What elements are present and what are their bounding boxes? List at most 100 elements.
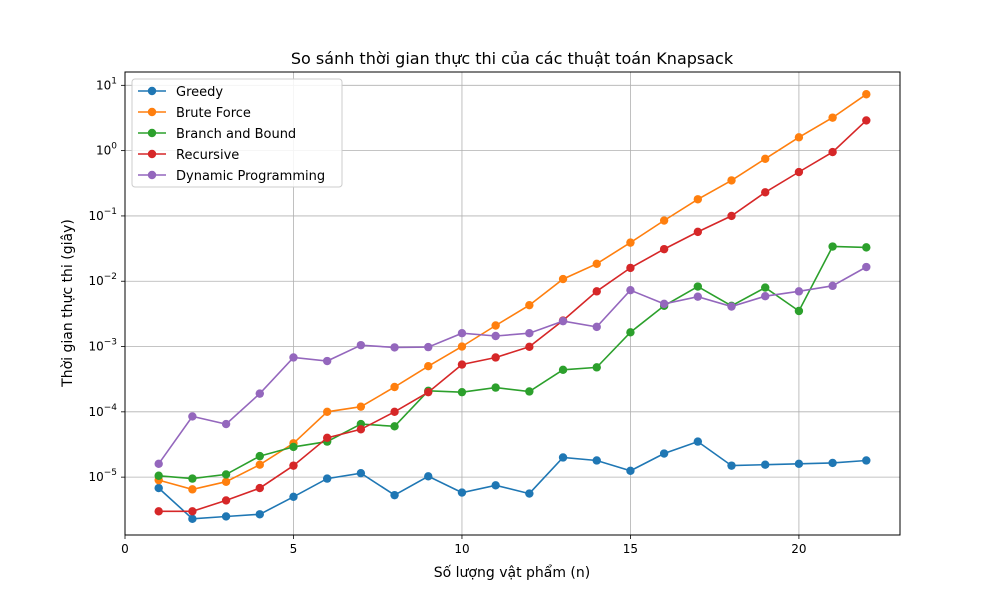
data-point — [592, 259, 601, 268]
y-axis-ticks: 10−5 10−4 10−3 10−2 10−1 100 101 — [88, 76, 125, 484]
y-axis-label: Thời gian thực thi (giây) — [60, 219, 76, 388]
x-tick-label: 0 — [121, 542, 129, 556]
series-dynamic-programming — [154, 262, 871, 469]
data-point — [693, 282, 703, 291]
data-point — [491, 321, 500, 330]
data-point — [457, 488, 467, 497]
legend-label: Recursive — [176, 148, 239, 163]
data-point — [390, 407, 399, 417]
data-point — [828, 458, 837, 468]
data-point — [659, 216, 669, 225]
data-point — [188, 514, 197, 524]
data-point — [592, 322, 601, 332]
data-point — [491, 331, 500, 341]
legend-item: Greedy — [138, 85, 223, 100]
data-point — [457, 329, 467, 338]
data-point — [221, 496, 231, 505]
chart-title: So sánh thời gian thực thi của các thuật… — [291, 49, 734, 68]
legend-item: Brute Force — [138, 106, 251, 121]
data-point — [626, 328, 635, 337]
data-point — [626, 466, 635, 476]
series-line — [158, 119, 867, 513]
data-point — [693, 292, 703, 301]
data-point — [289, 442, 298, 452]
data-point — [862, 262, 871, 272]
data-point — [862, 243, 871, 252]
legend-label: Greedy — [176, 85, 223, 100]
data-point — [390, 422, 399, 431]
legend-label: Dynamic Programming — [176, 169, 325, 184]
data-point — [626, 285, 635, 295]
data-point — [221, 477, 231, 486]
data-point — [592, 287, 601, 296]
data-point — [727, 176, 736, 185]
data-point — [794, 167, 804, 177]
series-recursive — [154, 116, 871, 516]
data-point — [761, 188, 770, 197]
data-point — [255, 483, 264, 493]
data-point — [457, 387, 467, 397]
data-point — [525, 387, 534, 396]
data-point — [457, 360, 467, 369]
legend-item: Recursive — [138, 148, 239, 163]
data-point — [255, 460, 264, 469]
data-point — [525, 342, 534, 352]
data-point — [862, 456, 871, 465]
data-point — [525, 329, 534, 338]
data-point — [693, 195, 703, 204]
data-point — [188, 474, 197, 483]
data-point — [761, 291, 770, 301]
series-line — [158, 93, 867, 491]
data-point — [727, 461, 736, 470]
legend-item: Branch and Bound — [138, 127, 296, 142]
data-point — [356, 468, 366, 478]
data-point — [558, 365, 568, 375]
y-tick-label: 10−3 — [88, 338, 117, 354]
data-point — [390, 343, 399, 352]
x-tick-label: 5 — [290, 542, 298, 556]
data-point — [188, 507, 197, 516]
x-tick-label: 15 — [623, 542, 638, 556]
legend-label: Brute Force — [176, 106, 251, 121]
data-point — [491, 353, 500, 362]
data-point — [693, 227, 703, 237]
data-point — [727, 302, 736, 311]
legend-marker — [147, 170, 157, 180]
data-point — [390, 490, 399, 500]
data-point — [154, 507, 163, 516]
data-point — [424, 342, 433, 352]
data-point — [693, 437, 703, 446]
data-point — [188, 485, 197, 494]
data-point — [761, 283, 770, 292]
data-point — [221, 419, 231, 429]
legend: Greedy Brute Force Branch and Bound Recursi… — [131, 78, 343, 188]
data-point — [221, 512, 231, 521]
data-point — [188, 412, 197, 421]
x-tick-label: 10 — [454, 542, 469, 556]
data-point — [828, 113, 837, 122]
series-line — [158, 440, 867, 520]
data-point — [761, 154, 770, 163]
data-point — [592, 363, 601, 372]
data-point — [255, 389, 264, 398]
data-point — [525, 489, 534, 498]
data-point — [525, 300, 534, 310]
data-point — [322, 433, 332, 443]
data-point — [356, 425, 366, 434]
data-point — [794, 133, 804, 142]
series-greedy — [154, 437, 871, 524]
data-point — [289, 461, 298, 470]
data-point — [862, 116, 871, 125]
data-point — [424, 387, 433, 397]
data-point — [154, 459, 163, 469]
series-branch-and-bound — [154, 242, 871, 483]
data-point — [626, 238, 635, 247]
y-tick-label: 101 — [96, 76, 117, 92]
data-point — [491, 481, 500, 490]
series-brute-force — [154, 90, 871, 494]
data-point — [356, 402, 366, 411]
legend-marker — [147, 86, 157, 96]
data-point — [491, 383, 500, 392]
data-point — [592, 456, 601, 465]
